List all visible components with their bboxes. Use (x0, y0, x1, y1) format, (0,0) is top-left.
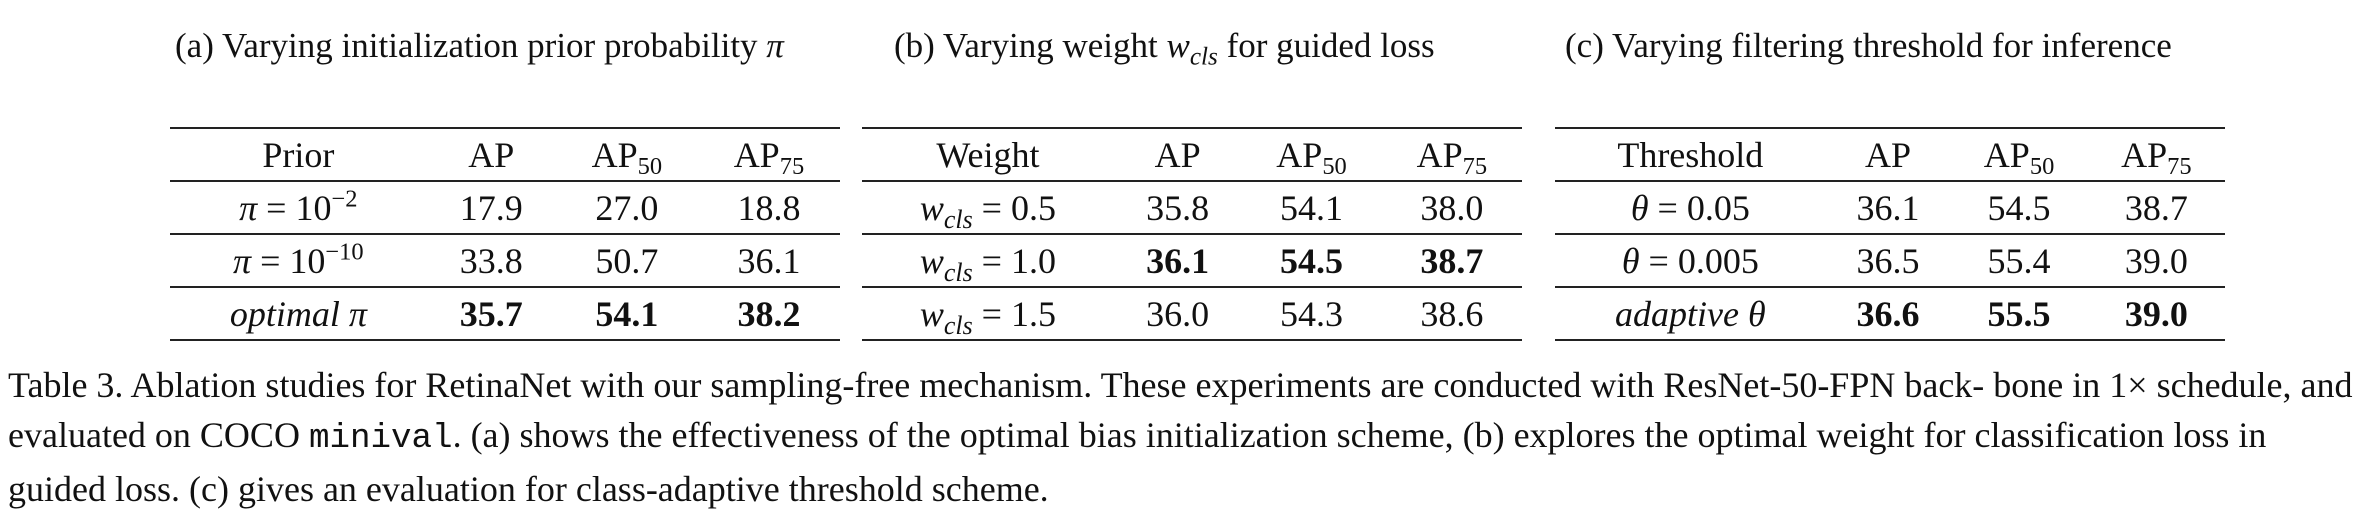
column-header-ap75: AP75 (2087, 127, 2225, 182)
column-header-threshold: Threshold (1555, 127, 1826, 182)
ap50-cell: 54.3 (1241, 287, 1382, 341)
ap-cell: 36.1 (1825, 181, 1951, 235)
column-header-weight: Weight (862, 127, 1114, 182)
column-header-ap: AP (1825, 127, 1951, 182)
subtable-a: (a) Varying initialization prior probabi… (170, 0, 840, 345)
ap75-cell: 39.0 (2087, 234, 2225, 288)
ap-cell: 36.6 (1825, 287, 1951, 341)
ap-cell: 35.8 (1113, 181, 1242, 235)
ap50-cell: 54.5 (1241, 234, 1382, 288)
ap-cell: 36.1 (1113, 234, 1242, 288)
table-header-row: Prior AP AP50 AP75 (170, 127, 840, 182)
table-header-row: Threshold AP AP50 AP75 (1555, 127, 2225, 182)
ap-cell: 36.5 (1825, 234, 1951, 288)
ap-cell: 17.9 (426, 181, 556, 235)
subtable-b-caption: (b) Varying weight wcls for guided loss (894, 26, 1435, 71)
setting-cell: wcls = 1.5 (862, 287, 1114, 341)
ap50-cell: 54.5 (1950, 181, 2088, 235)
setting-cell: wcls = 0.5 (862, 181, 1114, 235)
table-row: wcls = 1.0 36.1 54.5 38.7 (862, 234, 1522, 288)
ap-cell: 35.7 (426, 287, 556, 341)
subtable-c-caption: (c) Varying filtering threshold for infe… (1565, 26, 2172, 65)
subtable-c: (c) Varying filtering threshold for infe… (1555, 0, 2225, 345)
setting-cell: optimal π (170, 287, 427, 341)
ap50-cell: 54.1 (555, 287, 698, 341)
table-row: optimal π 35.7 54.1 38.2 (170, 287, 840, 341)
table-caption: Table 3. Ablation studies for RetinaNet … (8, 365, 2353, 509)
ap-cell: 33.8 (426, 234, 556, 288)
ap75-cell: 39.0 (2087, 287, 2225, 341)
setting-cell: θ = 0.005 (1555, 234, 1826, 288)
setting-cell: π = 10−10 (170, 234, 427, 288)
table-row: θ = 0.05 36.1 54.5 38.7 (1555, 181, 2225, 235)
column-header-ap: AP (1113, 127, 1242, 182)
column-header-prior: Prior (170, 127, 427, 182)
setting-cell: π = 10−2 (170, 181, 427, 235)
subtable-a-caption: (a) Varying initialization prior probabi… (175, 26, 784, 65)
setting-cell: wcls = 1.0 (862, 234, 1114, 288)
ap75-cell: 38.6 (1381, 287, 1522, 341)
ablation-table-c: Threshold AP AP50 AP75 θ = 0.05 36.1 54.… (1555, 127, 2225, 341)
column-header-ap50: AP50 (1950, 127, 2088, 182)
subtable-b: (b) Varying weight wcls for guided loss … (862, 0, 1522, 345)
ap50-cell: 50.7 (555, 234, 698, 288)
ap50-cell: 55.4 (1950, 234, 2088, 288)
ap50-cell: 55.5 (1950, 287, 2088, 341)
setting-cell: adaptive θ (1555, 287, 1826, 341)
table-row: π = 10−10 33.8 50.7 36.1 (170, 234, 840, 288)
column-header-ap50: AP50 (555, 127, 698, 182)
ablation-table-a: Prior AP AP50 AP75 π = 10−2 17.9 27.0 18… (170, 127, 840, 341)
ap75-cell: 38.0 (1381, 181, 1522, 235)
table-row: wcls = 1.5 36.0 54.3 38.6 (862, 287, 1522, 341)
ap-cell: 36.0 (1113, 287, 1242, 341)
ap75-cell: 18.8 (697, 181, 840, 235)
table-row: adaptive θ 36.6 55.5 39.0 (1555, 287, 2225, 341)
column-header-ap75: AP75 (697, 127, 840, 182)
ap50-cell: 54.1 (1241, 181, 1382, 235)
table-header-row: Weight AP AP50 AP75 (862, 127, 1522, 182)
ap50-cell: 27.0 (555, 181, 698, 235)
column-header-ap50: AP50 (1241, 127, 1382, 182)
ap75-cell: 38.7 (1381, 234, 1522, 288)
ap75-cell: 38.2 (697, 287, 840, 341)
table-row: θ = 0.005 36.5 55.4 39.0 (1555, 234, 2225, 288)
column-header-ap: AP (426, 127, 556, 182)
setting-cell: θ = 0.05 (1555, 181, 1826, 235)
table-row: wcls = 0.5 35.8 54.1 38.0 (862, 181, 1522, 235)
table-row: π = 10−2 17.9 27.0 18.8 (170, 181, 840, 235)
ap75-cell: 38.7 (2087, 181, 2225, 235)
dataset-split-name: minival (308, 420, 453, 458)
ablation-table-b: Weight AP AP50 AP75 wcls = 0.5 35.8 54.1… (862, 127, 1522, 341)
column-header-ap75: AP75 (1381, 127, 1522, 182)
ap75-cell: 36.1 (697, 234, 840, 288)
